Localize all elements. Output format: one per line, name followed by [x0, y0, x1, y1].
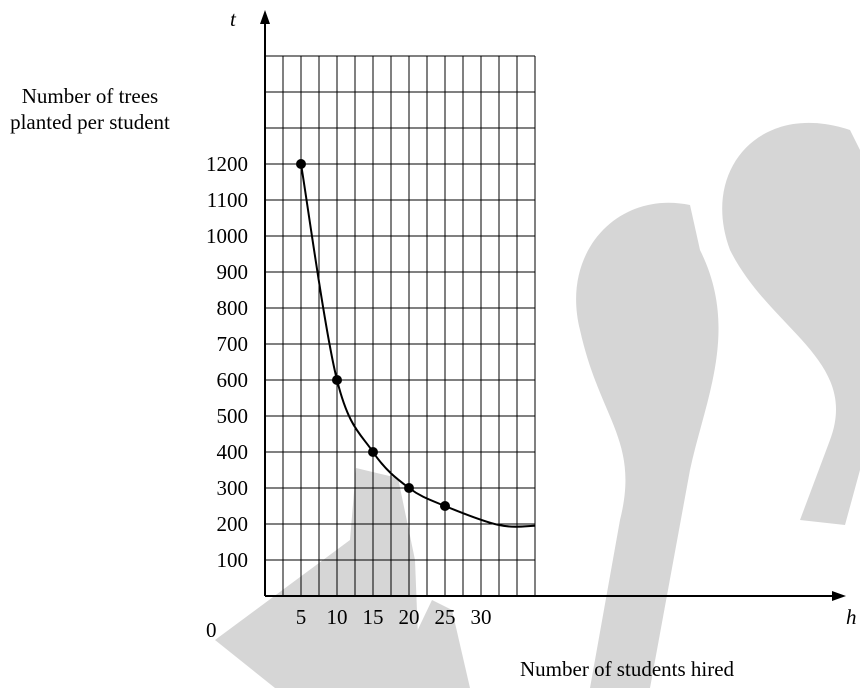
watermark-stroke-a: [576, 202, 719, 688]
x-tick-label: 20: [399, 605, 420, 629]
data-point: [404, 483, 414, 493]
y-tick-label: 300: [217, 476, 249, 500]
data-point: [332, 375, 342, 385]
data-point: [296, 159, 306, 169]
y-tick-label: 1200: [206, 152, 248, 176]
y-axis-arrow: [260, 10, 270, 24]
y-tick-labels: 100 200 300 400 500 600 700 800 900 1000 1100 1200: [206, 152, 248, 572]
x-axis-label: Number of students hired: [520, 657, 735, 681]
data-series: [296, 159, 536, 528]
watermark: [215, 122, 860, 688]
data-point: [368, 447, 378, 457]
x-tick-labels: 5 10 15 20 25 30: [296, 605, 492, 629]
x-tick-label: 10: [327, 605, 348, 629]
watermark-stroke-s: [722, 122, 860, 525]
y-tick-label: 900: [217, 260, 249, 284]
y-tick-label: 200: [217, 512, 249, 536]
x-tick-label: 30: [471, 605, 492, 629]
y-tick-label: 400: [217, 440, 249, 464]
x-tick-label: 25: [435, 605, 456, 629]
y-tick-label: 1000: [206, 224, 248, 248]
y-axis-label: Number of trees planted per student: [10, 84, 170, 134]
y-tick-label: 1100: [207, 188, 248, 212]
x-variable-label: h: [846, 605, 857, 629]
y-tick-label: 800: [217, 296, 249, 320]
series-line: [300, 163, 536, 528]
y-tick-label: 600: [217, 368, 249, 392]
y-tick-label: 100: [217, 548, 249, 572]
data-point: [440, 501, 450, 511]
x-axis-arrow: [832, 591, 846, 601]
y-tick-label: 500: [217, 404, 249, 428]
y-tick-label: 700: [217, 332, 249, 356]
y-variable-label: t: [230, 7, 236, 31]
x-tick-label: 5: [296, 605, 307, 629]
watermark-stroke-m-left: [215, 468, 420, 688]
axes: [260, 10, 846, 601]
origin-label: 0: [206, 618, 217, 642]
x-tick-label: 15: [363, 605, 384, 629]
watermark-stroke-m-right: [390, 600, 470, 688]
